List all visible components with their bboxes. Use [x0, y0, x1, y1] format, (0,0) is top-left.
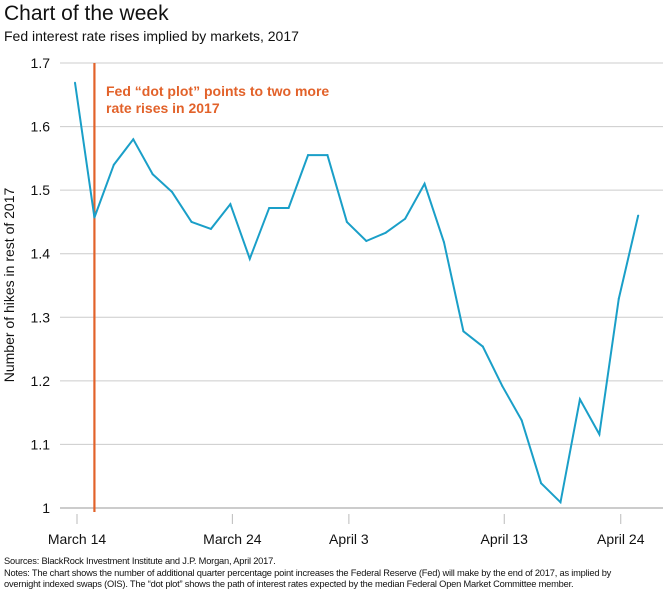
data-point — [268, 206, 271, 209]
data-point — [637, 214, 640, 217]
data-point — [345, 220, 348, 223]
data-point — [171, 191, 174, 194]
y-tick-label: 1 — [42, 500, 50, 516]
x-tick-label: March 24 — [203, 531, 262, 547]
chart-notes: Sources: BlackRock Investment Institute … — [4, 556, 611, 591]
data-point — [326, 154, 329, 157]
notes-text-2: overnight indexed swaps (OIS). The “dot … — [4, 579, 574, 589]
data-point — [209, 227, 212, 230]
data-point — [384, 231, 387, 234]
x-tick-label: April 13 — [481, 531, 529, 547]
data-point — [229, 203, 232, 206]
data-point — [365, 240, 368, 242]
series-line — [74, 82, 640, 505]
data-point — [442, 241, 445, 244]
notes-text-1: Notes: The chart shows the number of add… — [4, 567, 612, 578]
data-point — [578, 398, 581, 401]
annotation-line-2: rate rises in 2017 — [106, 100, 220, 116]
y-tick-label: 1.7 — [31, 55, 51, 71]
data-point — [112, 163, 115, 166]
x-tick-label: April 3 — [329, 531, 369, 547]
x-tick-label: April 24 — [597, 531, 645, 547]
y-tick-label: 1.1 — [31, 436, 51, 452]
data-point — [404, 217, 407, 220]
sources-text: Sources: BlackRock Investment Institute … — [4, 556, 276, 566]
data-point — [617, 297, 620, 300]
data-point — [93, 216, 96, 219]
data-point — [74, 81, 76, 84]
y-tick-label: 1.3 — [31, 309, 51, 325]
data-point — [462, 330, 465, 333]
y-axis-label: Number of hikes in rest of 2017 — [1, 188, 17, 383]
y-tick-label: 1.2 — [31, 373, 51, 389]
data-point — [248, 257, 251, 260]
data-point — [540, 482, 543, 485]
data-point — [151, 173, 154, 176]
data-point — [132, 138, 135, 141]
annotation-line-1: Fed “dot plot” points to two more — [106, 83, 329, 99]
data-point — [520, 419, 523, 422]
data-point — [559, 501, 562, 504]
data-point — [481, 345, 484, 348]
y-tick-label: 1.6 — [31, 119, 51, 135]
data-point — [307, 154, 310, 157]
data-point — [287, 206, 290, 209]
chart-heading: Chart of the week — [4, 2, 169, 25]
data-point — [598, 433, 601, 436]
data-point — [423, 182, 426, 185]
chart-subtitle: Fed interest rate rises implied by marke… — [4, 28, 299, 44]
x-tick-label: March 14 — [48, 531, 107, 547]
data-point — [190, 220, 193, 223]
y-tick-label: 1.4 — [31, 246, 51, 262]
data-point — [501, 384, 504, 387]
y-tick-label: 1.5 — [31, 182, 51, 198]
